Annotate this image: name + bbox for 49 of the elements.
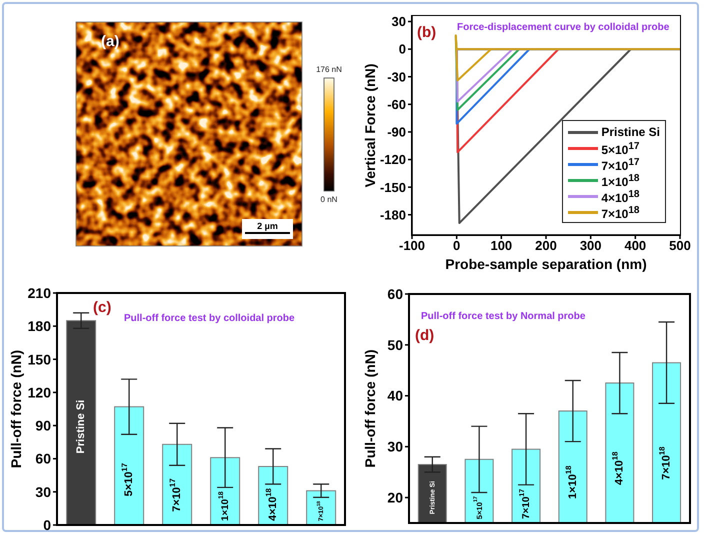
x-tick-label: 0 bbox=[453, 238, 460, 254]
y-tick-label: 50 bbox=[387, 336, 404, 353]
text: (a) bbox=[101, 33, 120, 50]
x-tick-label: 400 bbox=[624, 238, 646, 254]
y-tick-label: 30 bbox=[392, 14, 406, 30]
x-tick-label: -100 bbox=[398, 238, 426, 254]
y-tick-label: 0 bbox=[43, 516, 52, 533]
y-tick-label: 120 bbox=[28, 384, 52, 400]
y-tick-label: 0 bbox=[398, 42, 406, 57]
y-tick-label: 60 bbox=[387, 286, 404, 302]
y-axis-title: Vertical Force (nN) bbox=[362, 64, 378, 188]
annotation: (b) bbox=[417, 24, 436, 42]
y-tick-label: -150 bbox=[380, 180, 406, 195]
text: 2 µm bbox=[257, 221, 278, 231]
text: 0 nN bbox=[320, 195, 338, 204]
annotation: (c) bbox=[93, 299, 112, 317]
x-tick-label: 100 bbox=[490, 238, 512, 254]
y-tick-label: -30 bbox=[387, 69, 406, 84]
x-tick-label: Pristine Si bbox=[75, 400, 88, 454]
annotation: (d) bbox=[415, 327, 434, 345]
legend-label: 7×10$^{17}$ bbox=[601, 156, 640, 172]
y-tick-label: -180 bbox=[380, 207, 406, 222]
y-tick-label: 30 bbox=[35, 484, 52, 500]
y-tick-label: 30 bbox=[387, 438, 404, 455]
x-tick-label: 300 bbox=[580, 238, 602, 254]
y-axis-title: Pull-off force (nN) bbox=[8, 350, 24, 468]
y-tick-label: -60 bbox=[387, 96, 406, 112]
legend-label: 5×10$^{17}$ bbox=[601, 140, 640, 156]
text: Pull-off force test by Normal probe bbox=[421, 311, 586, 323]
y-tick-label: 90 bbox=[35, 418, 52, 434]
legend-label: 1×10$^{18}$ bbox=[601, 172, 640, 188]
y-tick-label: 20 bbox=[387, 490, 404, 506]
x-axis-title: Probe-sample separation (nm) bbox=[445, 256, 647, 272]
text: 176 nN bbox=[316, 65, 342, 74]
x-tick-label: 500 bbox=[669, 238, 691, 254]
text: Force-displacement curve by colloidal probe bbox=[457, 22, 670, 34]
y-axis-title: Pull-off force (nN) bbox=[362, 349, 378, 468]
y-tick-label: 180 bbox=[28, 318, 52, 334]
legend-label: 4×10$^{18}$ bbox=[601, 188, 640, 204]
x-tick-label: 200 bbox=[535, 238, 557, 254]
y-tick-label: -90 bbox=[387, 124, 406, 140]
y-tick-label: -120 bbox=[380, 152, 406, 168]
text: Pull-off force test by colloidal probe bbox=[124, 313, 295, 325]
legend-label: Pristine Si bbox=[601, 125, 660, 139]
y-tick-label: 40 bbox=[387, 388, 404, 404]
y-tick-label: 150 bbox=[28, 351, 52, 368]
y-tick-label: 210 bbox=[28, 284, 52, 301]
legend-label: 7×10$^{18}$ bbox=[601, 204, 640, 220]
y-tick-label: 60 bbox=[35, 450, 52, 467]
